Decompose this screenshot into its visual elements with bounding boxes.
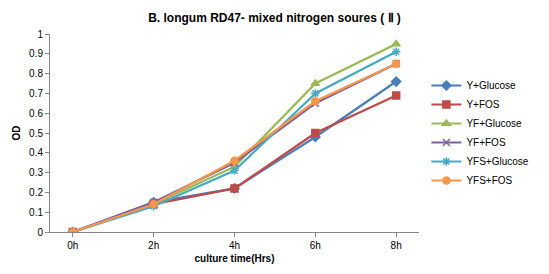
- svg-text:0.8: 0.8: [29, 68, 43, 79]
- svg-text:Y+FOS: Y+FOS: [466, 99, 499, 110]
- svg-text:0: 0: [37, 227, 43, 238]
- svg-text:B. longum RD47- mixed nitrogen: B. longum RD47- mixed nitrogen soures ( …: [148, 11, 401, 25]
- svg-text:4h: 4h: [229, 240, 240, 251]
- svg-text:Y+Glucose: Y+Glucose: [466, 80, 516, 91]
- svg-text:YFS+Glucose: YFS+Glucose: [466, 156, 528, 167]
- svg-text:0.7: 0.7: [29, 88, 43, 99]
- svg-text:0.2: 0.2: [29, 187, 43, 198]
- svg-text:OD: OD: [11, 126, 22, 141]
- svg-text:1: 1: [37, 29, 43, 40]
- svg-text:0.6: 0.6: [29, 108, 43, 119]
- svg-text:0.5: 0.5: [29, 128, 43, 139]
- svg-text:culture time(Hrs): culture time(Hrs): [194, 253, 274, 264]
- svg-text:0h: 0h: [67, 240, 78, 251]
- svg-text:2h: 2h: [148, 240, 159, 251]
- svg-text:YF+FOS: YF+FOS: [466, 137, 506, 148]
- svg-text:0.4: 0.4: [29, 147, 43, 158]
- svg-text:8h: 8h: [391, 240, 402, 251]
- svg-text:6h: 6h: [310, 240, 321, 251]
- svg-text:0.1: 0.1: [29, 207, 43, 218]
- svg-text:0.3: 0.3: [29, 167, 43, 178]
- svg-text:YFS+FOS: YFS+FOS: [466, 175, 512, 186]
- svg-text:0.9: 0.9: [29, 48, 43, 59]
- svg-text:YF+Glucose: YF+Glucose: [466, 118, 522, 129]
